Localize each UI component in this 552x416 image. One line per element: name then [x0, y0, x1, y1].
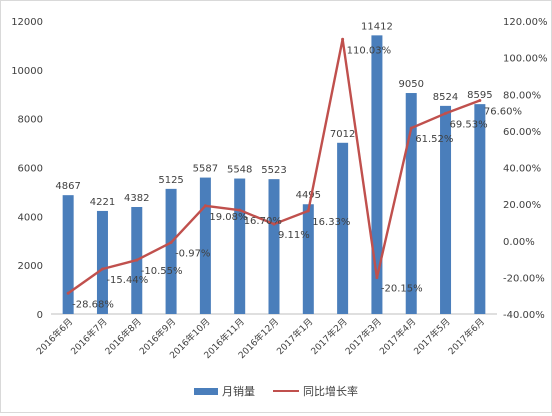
bar-value-label: 8595 — [467, 90, 492, 101]
bar — [302, 204, 314, 314]
line-point — [100, 267, 104, 271]
legend-line-swatch — [273, 390, 299, 392]
line-point — [341, 37, 345, 41]
line-value-label: 61.52% — [415, 134, 453, 145]
y-left-tick-label: 10000 — [11, 66, 43, 77]
line-point — [409, 126, 413, 130]
legend: 月销量 同比增长率 — [0, 382, 552, 400]
bar-value-label: 4382 — [124, 193, 149, 204]
bar — [371, 35, 383, 315]
bar-value-label: 4867 — [55, 181, 80, 192]
legend-bar-label: 月销量 — [222, 385, 255, 398]
y-left-tick-label: 8000 — [18, 115, 43, 126]
legend-line-label: 同比增长率 — [303, 385, 358, 398]
bar — [268, 179, 280, 314]
line-value-label: 16.70% — [244, 216, 282, 227]
legend-item-bar: 月销量 — [194, 383, 255, 399]
y-left-tick-label: 2000 — [18, 261, 43, 272]
bar-value-label: 5587 — [193, 164, 218, 175]
line-point — [203, 204, 207, 208]
line-value-label: 76.60% — [484, 106, 522, 117]
line-value-label: -20.15% — [381, 284, 423, 295]
bar-value-label: 5523 — [261, 165, 286, 176]
line-value-label: 110.03% — [347, 45, 392, 56]
bar-value-label: 4221 — [90, 197, 115, 208]
line-value-label: 16.33% — [312, 217, 350, 228]
bar — [405, 93, 417, 314]
line-point — [66, 291, 70, 295]
line-value-label: -28.68% — [72, 299, 114, 310]
y-right-tick-label: -40.00% — [503, 310, 545, 321]
line-point — [135, 258, 139, 262]
bar-value-label: 7012 — [330, 129, 355, 140]
y-right-tick-label: 60.00% — [503, 127, 541, 138]
bar-value-label: 4495 — [296, 190, 321, 201]
line-point — [238, 208, 242, 212]
y-right-tick-label: 80.00% — [503, 90, 541, 101]
y-right-tick-label: 0.00% — [503, 237, 535, 248]
y-left-tick-label: 6000 — [18, 164, 43, 175]
x-tick-label: 2017年6月 — [446, 316, 487, 357]
y-right-tick-label: 120.00% — [503, 17, 548, 28]
line-value-label: 19.08% — [209, 212, 247, 223]
bar — [234, 178, 246, 314]
y-left-tick-label: 12000 — [11, 17, 43, 28]
line-value-label: -0.97% — [175, 249, 210, 260]
bar — [62, 195, 74, 314]
line-point — [169, 241, 173, 245]
bar-value-label: 8524 — [433, 92, 458, 103]
y-right-tick-label: -20.00% — [503, 273, 545, 284]
legend-item-line: 同比增长率 — [273, 383, 358, 399]
line-point — [444, 111, 448, 115]
bar — [199, 177, 211, 314]
y-left-tick-label: 4000 — [18, 212, 43, 223]
y-left-tick-label: 0 — [37, 310, 43, 321]
line-point — [478, 98, 482, 102]
line-value-label: 69.53% — [450, 119, 488, 130]
bar — [165, 188, 177, 314]
y-right-tick-label: 100.00% — [503, 54, 548, 65]
bar-value-label: 9050 — [399, 79, 424, 90]
y-right-tick-label: 20.00% — [503, 200, 541, 211]
bar — [474, 104, 486, 314]
line-point — [375, 276, 379, 280]
line-value-label: -15.44% — [106, 275, 148, 286]
line-value-label: 9.11% — [278, 230, 310, 241]
bar-value-label: 11412 — [361, 21, 393, 32]
bar-value-label: 5125 — [158, 175, 183, 186]
bar-value-label: 5548 — [227, 165, 252, 176]
bar — [337, 142, 349, 314]
y-right-tick-label: 40.00% — [503, 164, 541, 175]
line-value-label: -10.55% — [141, 266, 183, 277]
legend-bar-swatch — [194, 387, 218, 395]
line-point — [306, 209, 310, 213]
bar — [96, 210, 108, 314]
line-point — [272, 222, 276, 226]
bar — [440, 105, 452, 314]
